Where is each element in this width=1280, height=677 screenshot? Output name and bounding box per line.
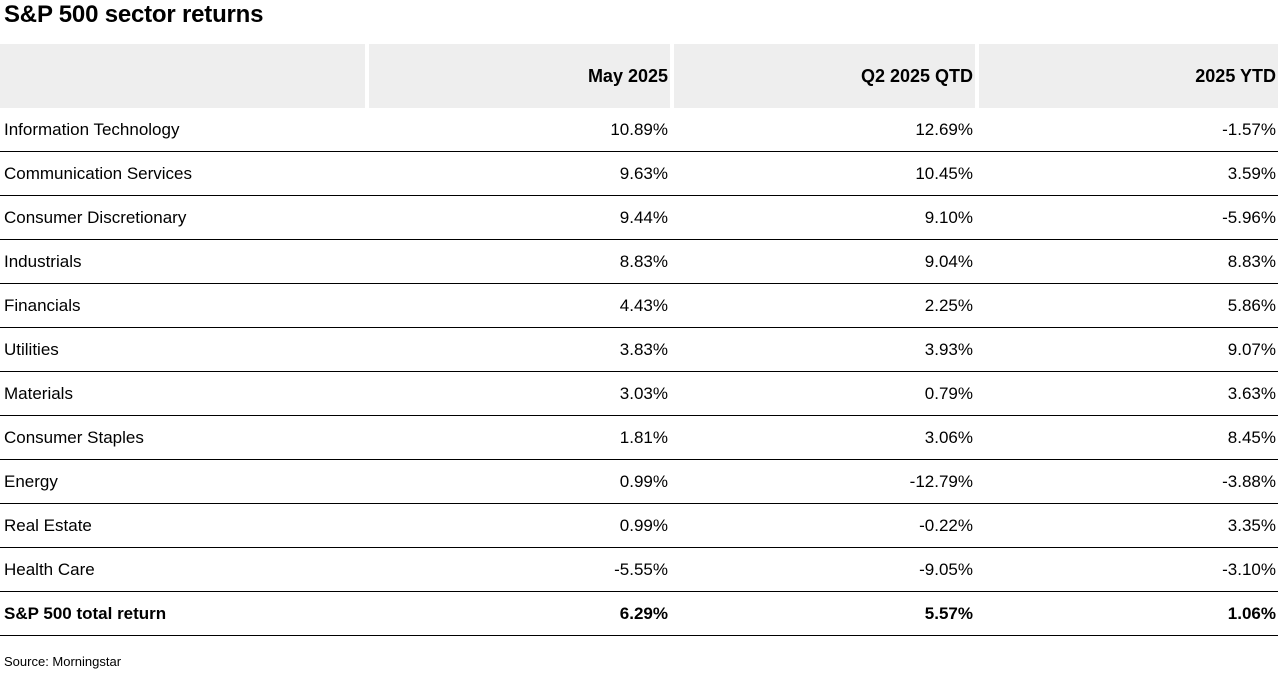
header-row: May 2025 Q2 2025 QTD 2025 YTD <box>0 44 1278 108</box>
may-2025-cell: 6.29% <box>365 592 670 636</box>
table-row: Consumer Staples 1.81% 3.06% 8.45% <box>0 416 1278 460</box>
table-row: Information Technology 10.89% 12.69% -1.57% <box>0 108 1278 152</box>
sector-returns-table: May 2025 Q2 2025 QTD 2025 YTD Informatio… <box>0 44 1278 636</box>
header-q2-2025-qtd: Q2 2025 QTD <box>670 44 975 108</box>
2025-ytd-cell: 3.35% <box>975 504 1278 548</box>
table-row: Financials 4.43% 2.25% 5.86% <box>0 284 1278 328</box>
table-row: Communication Services 9.63% 10.45% 3.59% <box>0 152 1278 196</box>
may-2025-cell: 3.03% <box>365 372 670 416</box>
2025-ytd-cell: -1.57% <box>975 108 1278 152</box>
sector-name-cell: Communication Services <box>0 152 365 196</box>
may-2025-cell: 0.99% <box>365 460 670 504</box>
table-row: Health Care -5.55% -9.05% -3.10% <box>0 548 1278 592</box>
sector-name-cell: Financials <box>0 284 365 328</box>
table-row: Consumer Discretionary 9.44% 9.10% -5.96% <box>0 196 1278 240</box>
table-row: Materials 3.03% 0.79% 3.63% <box>0 372 1278 416</box>
sector-name-cell: Utilities <box>0 328 365 372</box>
may-2025-cell: 1.81% <box>365 416 670 460</box>
may-2025-cell: 3.83% <box>365 328 670 372</box>
2025-ytd-cell: 8.83% <box>975 240 1278 284</box>
may-2025-cell: 9.44% <box>365 196 670 240</box>
2025-ytd-cell: 3.59% <box>975 152 1278 196</box>
q2-2025-qtd-cell: -0.22% <box>670 504 975 548</box>
header-sector <box>0 44 365 108</box>
sector-name-cell: Information Technology <box>0 108 365 152</box>
sector-name-cell: Health Care <box>0 548 365 592</box>
q2-2025-qtd-cell: 0.79% <box>670 372 975 416</box>
2025-ytd-cell: 9.07% <box>975 328 1278 372</box>
2025-ytd-cell: -5.96% <box>975 196 1278 240</box>
table-title: S&P 500 sector returns <box>4 1 264 28</box>
may-2025-cell: 10.89% <box>365 108 670 152</box>
sector-name-cell: Real Estate <box>0 504 365 548</box>
q2-2025-qtd-cell: 5.57% <box>670 592 975 636</box>
q2-2025-qtd-cell: -12.79% <box>670 460 975 504</box>
table-row: Utilities 3.83% 3.93% 9.07% <box>0 328 1278 372</box>
sector-name-cell: Energy <box>0 460 365 504</box>
sector-name-cell: Industrials <box>0 240 365 284</box>
sector-name-cell: Consumer Staples <box>0 416 365 460</box>
source-note: Source: Morningstar <box>4 654 122 669</box>
may-2025-cell: 0.99% <box>365 504 670 548</box>
header-2025-ytd: 2025 YTD <box>975 44 1278 108</box>
sector-name-cell: Materials <box>0 372 365 416</box>
2025-ytd-cell: -3.10% <box>975 548 1278 592</box>
may-2025-cell: 8.83% <box>365 240 670 284</box>
table-body: Information Technology 10.89% 12.69% -1.57%… <box>0 108 1278 636</box>
2025-ytd-cell: 8.45% <box>975 416 1278 460</box>
may-2025-cell: 9.63% <box>365 152 670 196</box>
sector-name-cell: S&P 500 total return <box>0 592 365 636</box>
2025-ytd-cell: 1.06% <box>975 592 1278 636</box>
2025-ytd-cell: 3.63% <box>975 372 1278 416</box>
header-may-2025: May 2025 <box>365 44 670 108</box>
q2-2025-qtd-cell: 10.45% <box>670 152 975 196</box>
may-2025-cell: 4.43% <box>365 284 670 328</box>
table-row: Real Estate 0.99% -0.22% 3.35% <box>0 504 1278 548</box>
q2-2025-qtd-cell: 9.10% <box>670 196 975 240</box>
q2-2025-qtd-cell: -9.05% <box>670 548 975 592</box>
table-row: Industrials 8.83% 9.04% 8.83% <box>0 240 1278 284</box>
sector-name-cell: Consumer Discretionary <box>0 196 365 240</box>
q2-2025-qtd-cell: 9.04% <box>670 240 975 284</box>
table-row: Energy 0.99% -12.79% -3.88% <box>0 460 1278 504</box>
may-2025-cell: -5.55% <box>365 548 670 592</box>
q2-2025-qtd-cell: 2.25% <box>670 284 975 328</box>
2025-ytd-cell: -3.88% <box>975 460 1278 504</box>
total-row: S&P 500 total return 6.29% 5.57% 1.06% <box>0 592 1278 636</box>
q2-2025-qtd-cell: 12.69% <box>670 108 975 152</box>
2025-ytd-cell: 5.86% <box>975 284 1278 328</box>
q2-2025-qtd-cell: 3.06% <box>670 416 975 460</box>
q2-2025-qtd-cell: 3.93% <box>670 328 975 372</box>
